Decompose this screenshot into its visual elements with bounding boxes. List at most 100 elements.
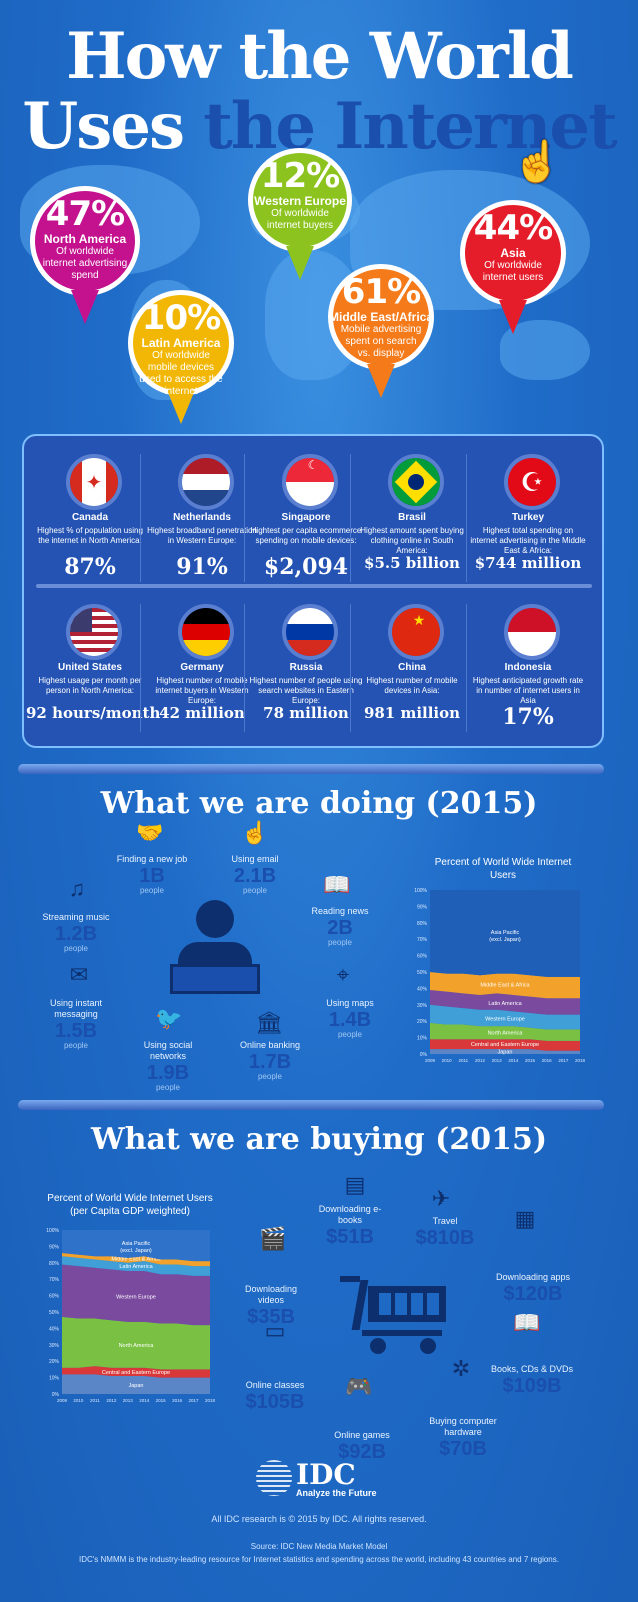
activity-label: Using instant messaging bbox=[49, 998, 103, 1019]
country-name: Netherlands bbox=[173, 512, 231, 523]
teacher-board-icon: ▭ bbox=[264, 1318, 286, 1343]
activity-6: Using instant messaging 1.5B people bbox=[30, 998, 122, 1050]
clapperboard-icon: 🎬 bbox=[259, 1226, 287, 1251]
column-divider bbox=[140, 454, 141, 582]
phone-chat-icon: ✉ bbox=[69, 962, 89, 987]
chart2-title: Percent of World Wide Internet Users (pe… bbox=[47, 1193, 213, 1217]
phone-apps-icon: ▦ bbox=[514, 1206, 536, 1231]
area-western-europe bbox=[430, 1004, 580, 1030]
country-desc: Highest number of people using search we… bbox=[249, 676, 363, 705]
y-tick-label: 50% bbox=[417, 970, 428, 976]
activity-label: Streaming music bbox=[42, 912, 110, 922]
column-divider bbox=[350, 604, 351, 732]
purchase-label: Downloading apps bbox=[495, 1272, 571, 1282]
country-desc: Highest amount spent buying clothing onl… bbox=[360, 526, 464, 555]
area-japan bbox=[62, 1374, 210, 1394]
section-divider-2 bbox=[18, 1100, 604, 1110]
pin-5: 44% Asia Of worldwide internet users bbox=[460, 200, 566, 340]
series-label: Japan bbox=[498, 1050, 513, 1056]
country-cell-turkey: ☪ Turkey Highest total spending on interne… bbox=[470, 446, 586, 586]
column-divider bbox=[350, 454, 351, 582]
x-tick-label: 2018 bbox=[575, 1058, 585, 1063]
activity-unit: people bbox=[63, 1041, 89, 1050]
purchase-5: Books, CDs & DVDs $109B bbox=[484, 1364, 580, 1397]
series-label: Central and Eastern Europe bbox=[471, 1042, 539, 1048]
activity-value: 1.9B bbox=[146, 1062, 190, 1084]
purchase-label: Online games bbox=[334, 1430, 390, 1440]
flag-china-icon: ★ bbox=[388, 604, 444, 660]
country-desc: Highest number of mobile devices in Asia… bbox=[366, 676, 458, 695]
x-tick-label: 2014 bbox=[508, 1058, 519, 1063]
y-tick-label: 10% bbox=[417, 1036, 428, 1042]
activity-8: Online banking 1.7B people bbox=[230, 1040, 310, 1081]
x-tick-label: 2013 bbox=[492, 1058, 503, 1063]
x-tick-label: 2013 bbox=[123, 1398, 134, 1403]
country-value: 91% bbox=[176, 554, 228, 580]
country-cell-brazil: Brasil Highest amount spent buying clothi… bbox=[354, 446, 470, 586]
y-tick-label: 20% bbox=[417, 1019, 428, 1025]
tablet-touch-icon: ☝ bbox=[241, 820, 269, 845]
person-laptop-icon bbox=[170, 900, 260, 1000]
pin-desc: Of worldwide mobile devices used to acce… bbox=[139, 350, 223, 397]
area-middle-east-africa bbox=[430, 972, 580, 999]
x-tick-label: 2017 bbox=[189, 1398, 200, 1403]
y-tick-label: 30% bbox=[49, 1343, 60, 1349]
y-tick-label: 20% bbox=[49, 1359, 60, 1365]
book-reader-icon: 📖 bbox=[323, 872, 351, 897]
y-tick-label: 70% bbox=[417, 937, 428, 943]
country-name: Russia bbox=[289, 662, 323, 673]
purchase-value: $105B bbox=[245, 1391, 305, 1413]
pin-region: Asia bbox=[500, 246, 526, 260]
purchase-7: Buying computer hardware $70B bbox=[420, 1416, 506, 1460]
country-name: Canada bbox=[71, 512, 109, 523]
country-name: Germany bbox=[180, 662, 224, 673]
country-desc: Highest broadband penetration in Western… bbox=[147, 526, 257, 545]
y-tick-label: 70% bbox=[49, 1277, 60, 1283]
series-label: Western Europe bbox=[116, 1294, 156, 1300]
pin-percent: 47% bbox=[45, 194, 125, 234]
area-western-europe bbox=[62, 1264, 210, 1326]
x-tick-label: 2015 bbox=[156, 1398, 167, 1403]
activity-value: 1B bbox=[139, 865, 165, 887]
y-tick-label: 50% bbox=[49, 1310, 60, 1316]
activity-unit: people bbox=[155, 1083, 181, 1092]
buying-title: What we are buying (2015) bbox=[90, 1122, 548, 1157]
x-tick-label: 2014 bbox=[139, 1398, 150, 1403]
series-label: Asia Pacific (excl. Japan) bbox=[120, 1241, 152, 1254]
pin-tip bbox=[499, 300, 527, 334]
ebook-icon: ▤ bbox=[344, 1172, 366, 1197]
area-north-america bbox=[430, 1022, 580, 1041]
country-value: $744 million bbox=[474, 554, 582, 572]
x-tick-label: 2011 bbox=[458, 1058, 468, 1063]
country-desc: Highest total spending on internet adver… bbox=[470, 526, 586, 555]
pin-4: 61% Middle East/Africa Mobile advertising … bbox=[328, 264, 434, 404]
country-name: China bbox=[398, 662, 426, 673]
area-north-america bbox=[62, 1316, 210, 1370]
title-uses: Uses bbox=[22, 89, 204, 164]
country-cell-russia: Russia Highest number of people using sea… bbox=[248, 596, 364, 736]
purchase-value: $70B bbox=[439, 1438, 487, 1460]
music-note-icon: ♫ bbox=[68, 876, 86, 901]
country-value: 17% bbox=[502, 704, 554, 730]
x-tick-label: 2010 bbox=[73, 1398, 84, 1403]
pin-percent: 44% bbox=[473, 208, 553, 248]
y-tick-label: 0% bbox=[52, 1392, 60, 1398]
activity-unit: people bbox=[257, 1072, 283, 1081]
purchase-label: Downloading e-books bbox=[318, 1204, 382, 1225]
country-cell-canada: ✦ Canada Highest % of population using the… bbox=[32, 446, 148, 586]
area-asia-pacific-excl-japan- bbox=[430, 890, 580, 977]
country-value: $5.5 billion bbox=[364, 554, 460, 572]
purchase-label: Online classes bbox=[245, 1380, 305, 1390]
activity-label: Finding a new job bbox=[116, 854, 188, 864]
pin-region: North America bbox=[43, 232, 127, 246]
area-central-and-eastern-europe bbox=[62, 1366, 210, 1378]
column-divider bbox=[244, 604, 245, 732]
series-label: Latin America bbox=[119, 1264, 153, 1270]
country-value: 87% bbox=[64, 554, 116, 580]
country-desc: Highest number of mobile internet buyers… bbox=[155, 676, 249, 705]
airplane-icon: ✈ bbox=[431, 1186, 451, 1211]
country-cell-netherlands: Netherlands Highest broadband penetration… bbox=[144, 446, 260, 586]
open-book-icon: 📖 bbox=[513, 1310, 541, 1335]
pin-percent: 12% bbox=[260, 156, 340, 196]
country-desc: Highest % of population using the intern… bbox=[37, 526, 143, 545]
